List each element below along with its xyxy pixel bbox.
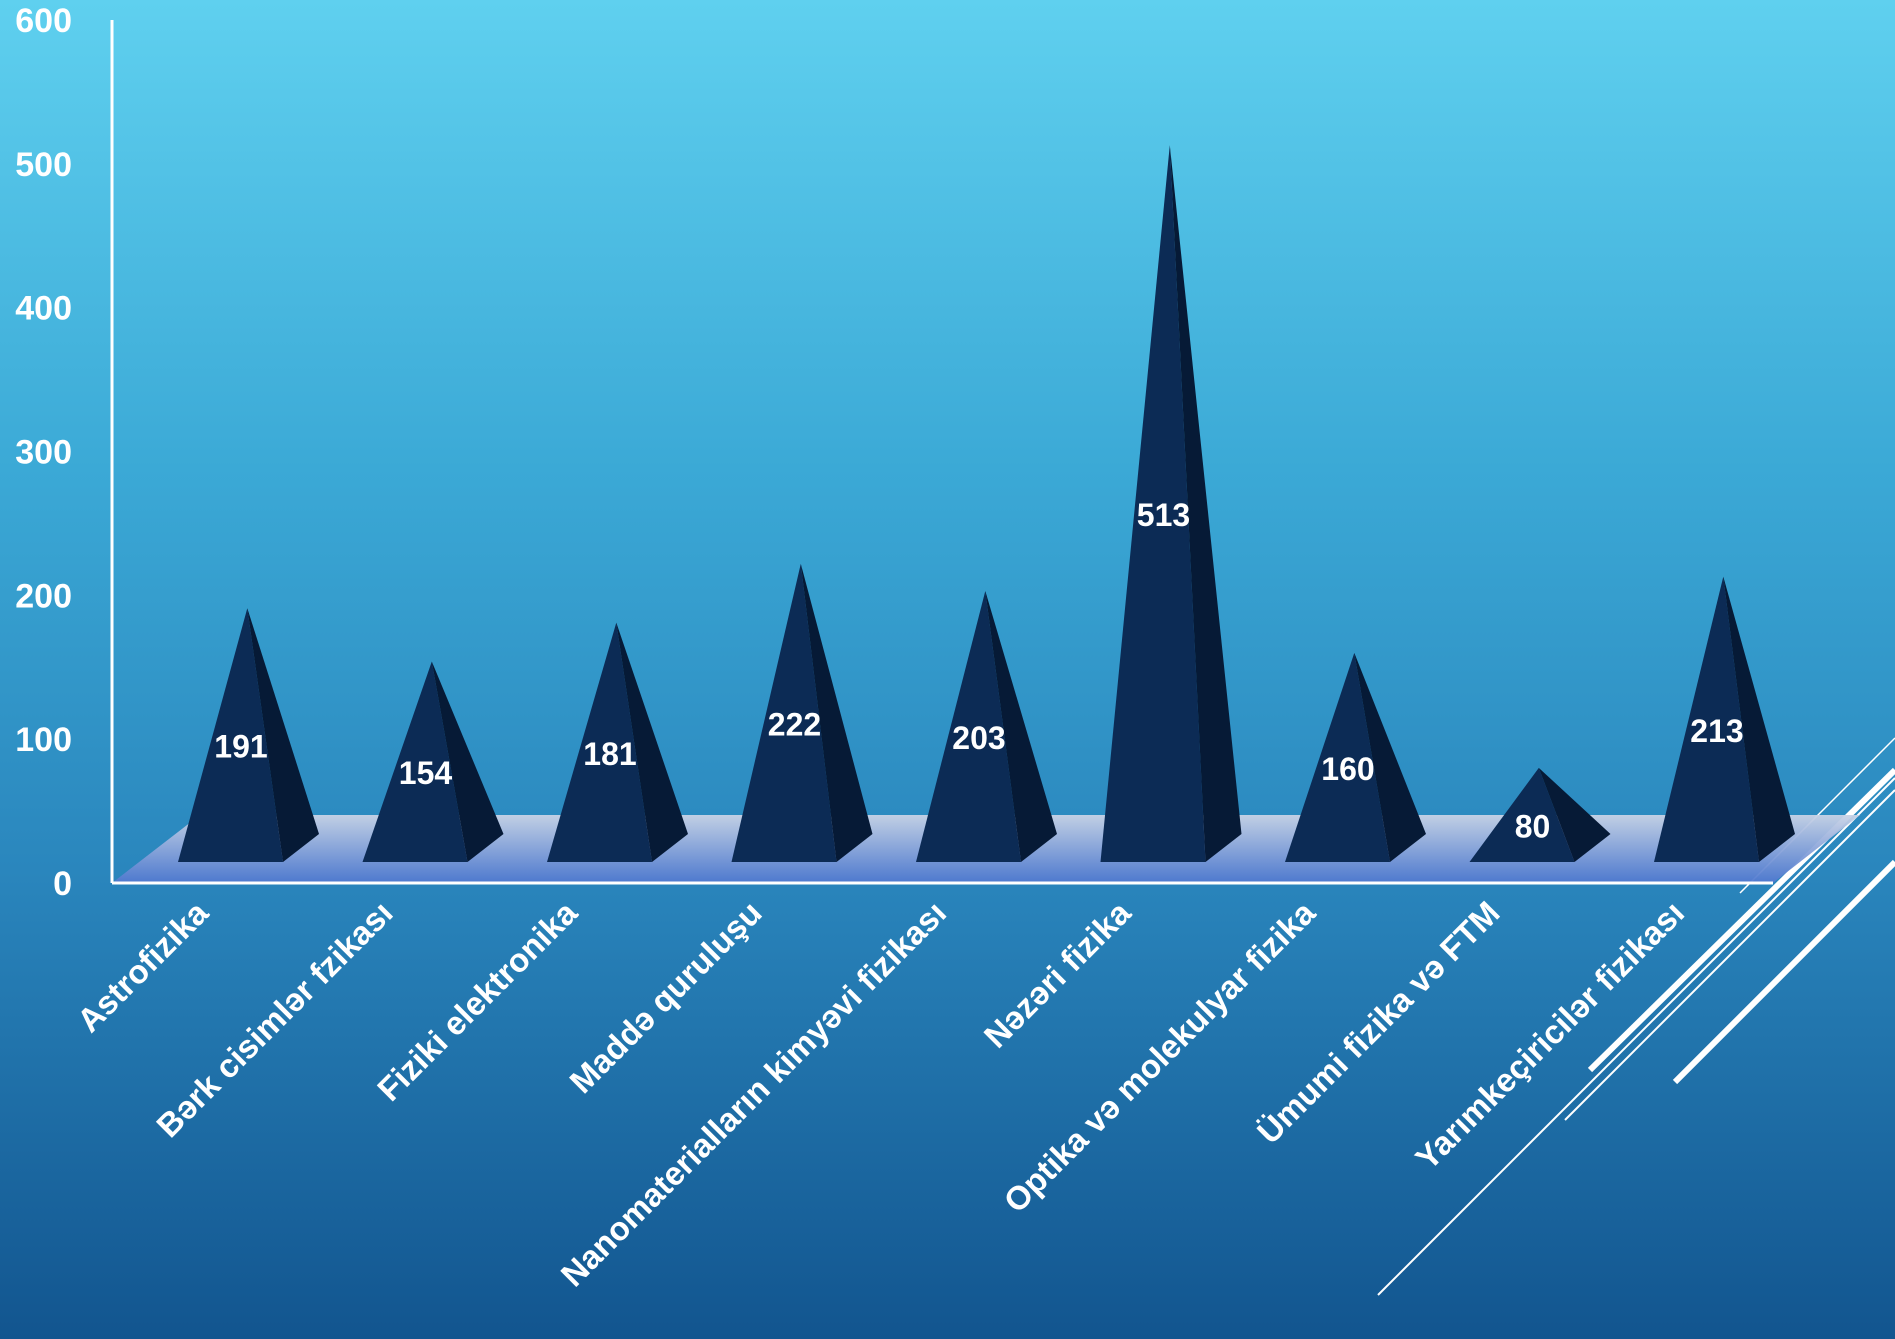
category-label: Fiziki elektronika [370,893,585,1108]
y-axis-ticks: 0 100 200 300 400 500 600 [15,2,72,903]
category-label: Maddə quruluşu [562,894,768,1100]
y-tick-label: 400 [15,290,72,328]
y-tick-label: 600 [15,2,72,40]
pyramid-front [1100,145,1206,862]
value-label: 191 [214,729,267,765]
pyramid-front [1654,576,1759,862]
pyramid-side [1169,145,1242,862]
category-label: Nəzəri fizika [977,893,1139,1055]
value-label: 80 [1515,808,1551,844]
pyramid-side [616,622,688,862]
pyramid-bar: 181 [547,622,688,862]
pyramid-bar: 80 [1469,767,1611,862]
value-label: 513 [1137,497,1190,533]
value-label: 222 [768,706,821,742]
pyramid-front [178,608,283,862]
pyramid-side [1723,576,1795,862]
y-tick-label: 300 [15,434,72,472]
pyramid-side [247,608,319,862]
pyramid-bar: 513 [1100,145,1242,862]
y-tick-label: 100 [15,721,72,759]
decorative-line [1377,777,1895,1296]
pyramid-side [1354,652,1426,862]
pyramid-front [731,563,837,862]
category-label: Astrofizika [70,893,216,1039]
value-label: 160 [1321,751,1374,787]
pyramids: 191 154 181 222 203 513 160 80 213 [178,145,1795,862]
pyramid-bar: 191 [178,608,319,862]
pyramid-bar: 154 [362,661,504,862]
value-label: 203 [952,720,1005,756]
pyramid-side [431,661,504,862]
pyramid-front [916,591,1021,862]
category-label: Nanomaterialların kimyəvi fizikası [554,894,954,1294]
category-label: Optika və molekulyar fizika [996,893,1322,1219]
value-label: 213 [1690,713,1743,749]
pyramid-bar: 213 [1654,576,1795,862]
pyramid-bar: 222 [731,563,873,862]
value-label: 154 [399,755,453,791]
pyramid-side [1538,767,1611,862]
pyramid-front [362,661,468,862]
y-tick-label: 200 [15,577,72,615]
pyramid-bar: 203 [916,591,1057,862]
y-tick-label: 500 [15,146,72,184]
value-label: 181 [583,736,636,772]
pyramid-side [985,591,1057,862]
pyramid-front [1469,767,1575,862]
decorative-line [1672,859,1895,1085]
pyramid-side [800,563,873,862]
pyramid-front [1285,652,1390,862]
y-tick-label: 0 [53,865,72,903]
decorative-line [1564,789,1895,1121]
pyramid-bar: 160 [1285,652,1426,862]
pyramid-front [547,622,652,862]
